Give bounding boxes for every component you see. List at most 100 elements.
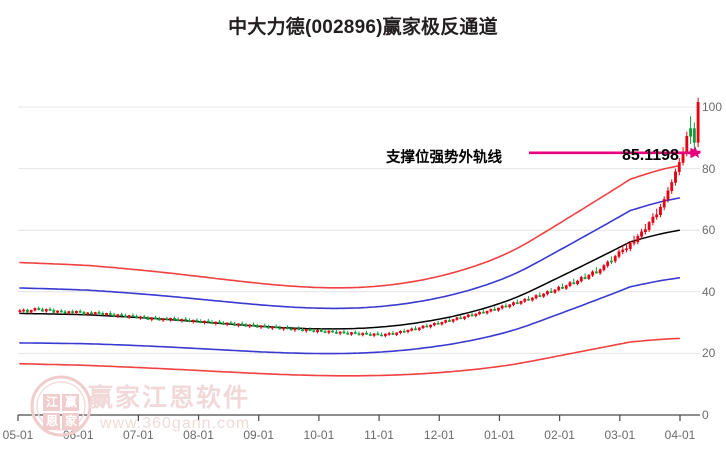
candle-body [399, 330, 402, 334]
candle-body [150, 317, 154, 320]
candle-body [18, 310, 22, 312]
candle-body [229, 322, 233, 325]
candle-body [327, 330, 331, 333]
candle-body [662, 199, 666, 208]
candle-body [414, 328, 417, 331]
candle-body [474, 313, 478, 317]
candle-body [301, 329, 304, 332]
candle-body [267, 326, 270, 329]
x-tick-label: 01-01 [484, 428, 515, 442]
candle-body [123, 315, 127, 318]
candle-body [459, 317, 463, 320]
candle-body [161, 318, 165, 321]
candle-body [538, 295, 542, 297]
y-tick-label: 0 [702, 408, 709, 422]
candle-body [436, 322, 440, 325]
candle-body [157, 318, 161, 321]
candle-body [542, 293, 546, 297]
candle-body [613, 256, 617, 262]
candle-body [289, 328, 293, 331]
candle-body [237, 323, 240, 326]
candle-body [308, 329, 312, 331]
candle-body [372, 333, 376, 336]
annotation-arrow [529, 146, 702, 159]
x-tick-label: 04-01 [664, 428, 696, 442]
candle-body [135, 316, 139, 319]
candle-body [139, 316, 142, 319]
candle-body [282, 327, 286, 330]
candle-body [105, 313, 108, 316]
candle-body [112, 314, 116, 317]
candle-body [579, 277, 583, 282]
candle-body [383, 333, 387, 337]
candle-body [655, 214, 659, 218]
candle-body [659, 206, 662, 216]
candle-body [350, 332, 353, 335]
candle-body [617, 251, 621, 257]
candle-body [643, 229, 647, 232]
candle-body [493, 309, 497, 311]
candle-body [380, 334, 384, 337]
candle-body [606, 261, 610, 266]
candle-body [530, 297, 534, 301]
candle-body [297, 328, 301, 330]
candle-body [263, 325, 267, 328]
candle-body [685, 136, 689, 154]
x-tick-label: 10-01 [303, 428, 335, 442]
candle-body [572, 282, 576, 285]
watermark-brand: 赢家江恩软件 [88, 384, 251, 412]
candle-body [357, 333, 361, 336]
candle-body [591, 271, 595, 276]
candle-body [191, 319, 195, 322]
candle-body [587, 274, 591, 279]
channel-bands [19, 164, 681, 377]
candle-body [331, 330, 335, 333]
y-tick-label: 40 [702, 284, 716, 299]
candle-body [120, 314, 124, 317]
candle-body [410, 328, 414, 331]
candle-body [184, 318, 188, 321]
candle-body [195, 319, 199, 322]
candle-body [670, 182, 674, 192]
y-tick-label: 80 [702, 161, 716, 176]
candle-body [681, 152, 685, 163]
candle-body [353, 332, 357, 334]
candle-body [214, 321, 218, 324]
candle-body [346, 332, 350, 335]
candle-body [497, 307, 500, 311]
candle-body [29, 310, 33, 313]
candle-body [74, 310, 78, 313]
page-title: 中大力德(002896)赢家极反通道 [228, 17, 498, 38]
candle-body [478, 311, 482, 315]
candle-body [527, 298, 530, 301]
x-tick-label: 12-01 [423, 428, 455, 442]
candle-body [90, 312, 93, 315]
candle-body [188, 320, 191, 322]
candlestick-series [18, 97, 700, 338]
candle-body [432, 322, 436, 326]
candle-body [86, 312, 90, 315]
seal-char-2: 恩 [46, 414, 59, 428]
candle-body [259, 325, 263, 328]
x-tick-label: 07-01 [123, 428, 154, 442]
candle-body [116, 314, 120, 317]
candle-body [82, 312, 86, 315]
candle-body [444, 320, 448, 323]
x-tick-label: 11-01 [364, 428, 394, 442]
candle-body [489, 309, 493, 312]
candle-body [455, 317, 459, 320]
candle-body [463, 316, 466, 319]
candle-body [108, 313, 112, 315]
candle-body [451, 319, 455, 322]
candle-body [312, 330, 316, 333]
candle-body [512, 302, 515, 305]
x-tick-label: 03-01 [604, 428, 636, 442]
candle-body [425, 325, 429, 328]
candle-body [406, 330, 410, 333]
candle-body [97, 312, 101, 314]
lower-inner-band [19, 277, 681, 355]
candle-body [176, 319, 180, 321]
candle-body [692, 128, 696, 143]
candle-body [391, 333, 395, 335]
candle-body [557, 286, 561, 291]
